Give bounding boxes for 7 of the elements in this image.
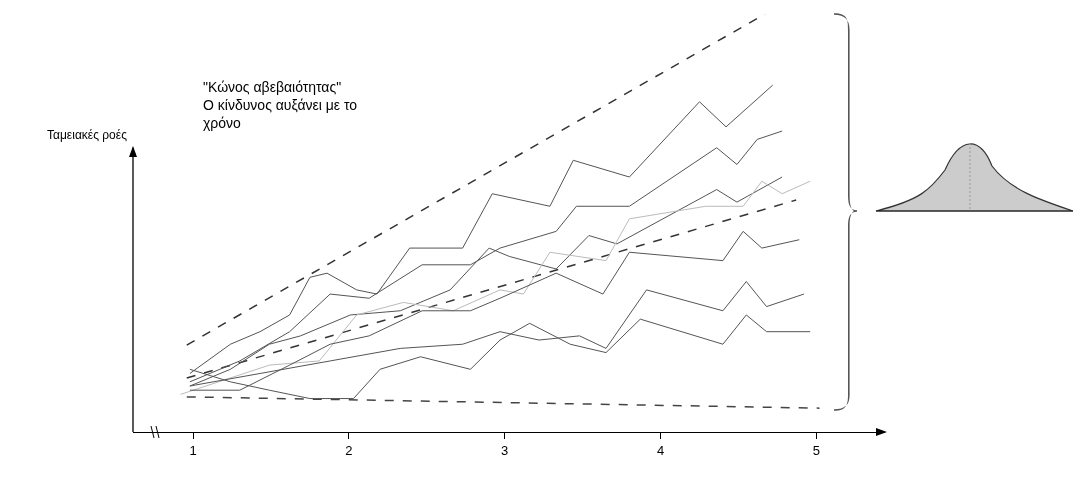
x-tick-label: 1 xyxy=(189,442,197,458)
x-tick-label: 4 xyxy=(656,442,665,458)
x-tick-label: 2 xyxy=(345,442,353,458)
x-tick-label: 5 xyxy=(812,442,821,458)
annotation: "Κώνος αβεβαιότητας" Ο κίνδυνος αυξάνει με το χρόνο xyxy=(203,79,358,132)
x-tick-label: 3 xyxy=(501,442,509,458)
y-axis-title: Ταμειακές ροές xyxy=(47,128,128,142)
